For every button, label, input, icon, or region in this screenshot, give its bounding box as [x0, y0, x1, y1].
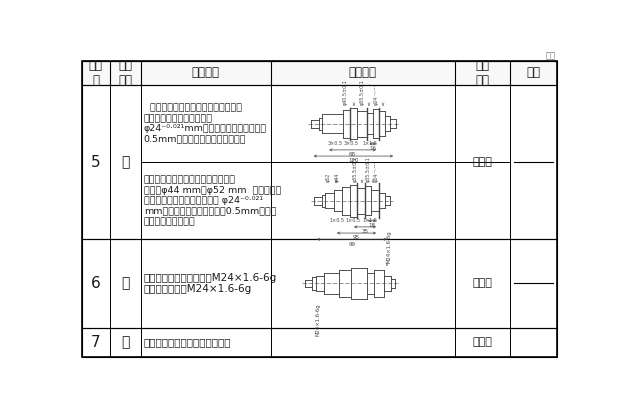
Text: 18: 18 [368, 223, 376, 228]
Text: 中心孔: 中心孔 [472, 157, 492, 167]
Text: 双顶尖装夹半精车三个台阶，长度达
到尺寸要求，螺纹大径车到
φ24⁻⁰·⁰²¹mm，其余两个台阶直径上留
0.5mm余量，切槽三个，倒角三个: 双顶尖装夹半精车三个台阶，长度达 到尺寸要求，螺纹大径车到 φ24⁻⁰·⁰²¹m… [144, 104, 267, 144]
Text: ∨: ∨ [380, 102, 384, 107]
Text: φ24⁻⁰·⁰²¹: φ24⁻⁰·⁰²¹ [373, 84, 378, 105]
Text: 划键槽及一个止动垫圈槽加工线: 划键槽及一个止动垫圈槽加工线 [144, 337, 231, 347]
Text: ∨: ∨ [359, 179, 363, 184]
Text: 定位
基准: 定位 基准 [475, 59, 490, 87]
Text: 3×0.5: 3×0.5 [328, 141, 343, 146]
Text: 钳: 钳 [121, 335, 130, 349]
Text: 设备: 设备 [526, 66, 541, 79]
Text: ∨: ∨ [333, 179, 338, 184]
Text: M24×1.6-6g: M24×1.6-6g [315, 303, 320, 336]
Text: 1×1.5: 1×1.5 [363, 141, 378, 146]
Text: φ35.5±0.1: φ35.5±0.1 [353, 156, 358, 182]
Text: ∨: ∨ [366, 102, 370, 107]
Text: 7: 7 [91, 335, 100, 350]
Text: 95: 95 [353, 235, 360, 240]
Text: 工序
名称: 工序 名称 [118, 59, 132, 87]
Bar [82, 61, 557, 85]
Text: 工序内容: 工序内容 [192, 66, 220, 79]
Text: φ35.5±0.1: φ35.5±0.1 [366, 156, 371, 182]
Text: 钳工台: 钳工台 [472, 337, 492, 347]
Text: 1×0.5: 1×0.5 [345, 217, 360, 223]
Text: 工序
号: 工序 号 [88, 59, 103, 87]
Text: M24×1.6-6g: M24×1.6-6g [386, 231, 391, 264]
Text: φ44: φ44 [335, 173, 340, 182]
Text: 16: 16 [369, 146, 376, 151]
Text: φ40.5±0.1: φ40.5±0.1 [343, 79, 348, 105]
Text: 附件: 附件 [545, 51, 555, 61]
Bar [82, 85, 557, 239]
Bar [82, 239, 557, 328]
Text: 35: 35 [361, 229, 369, 234]
Text: 调头，双顶尖装夹半精车余下的五个
台阶：φ44 mm及φ52 mm  台阶车到图
样规定的尺寸。螺纹大径车到 φ24⁻⁰·⁰²¹
mm，其余两个台阶直径上留0.: 调头，双顶尖装夹半精车余下的五个 台阶：φ44 mm及φ52 mm 台阶车到图 … [144, 176, 281, 226]
Text: 68: 68 [349, 152, 356, 157]
Text: 120: 120 [348, 159, 359, 164]
Text: φ52: φ52 [325, 173, 330, 182]
Text: 99: 99 [348, 242, 355, 247]
Text: 1×0.5: 1×0.5 [330, 217, 345, 223]
Text: 工序简图: 工序简图 [349, 66, 377, 79]
Text: 5: 5 [91, 155, 100, 170]
Text: 6: 6 [91, 276, 100, 291]
Text: 中心孔: 中心孔 [472, 278, 492, 288]
Text: 双顶尖装夹，车一端联纹M24×1.6-6g
调头，车另一端M24×1.6-6g: 双顶尖装夹，车一端联纹M24×1.6-6g 调头，车另一端M24×1.6-6g [144, 273, 277, 294]
Text: 车: 车 [121, 276, 130, 290]
Text: 车: 车 [121, 155, 130, 169]
Text: ∨: ∨ [384, 261, 388, 266]
Text: φ24⁻⁰·⁰²¹: φ24⁻⁰·⁰²¹ [373, 161, 378, 182]
Text: ∨: ∨ [351, 102, 355, 107]
Text: φ35.5±0.1: φ35.5±0.1 [359, 79, 364, 105]
Text: ∨: ∨ [371, 179, 375, 184]
Text: 3×0.5: 3×0.5 [343, 141, 359, 146]
Bar [82, 328, 557, 357]
Text: 1×1.5: 1×1.5 [363, 217, 378, 223]
